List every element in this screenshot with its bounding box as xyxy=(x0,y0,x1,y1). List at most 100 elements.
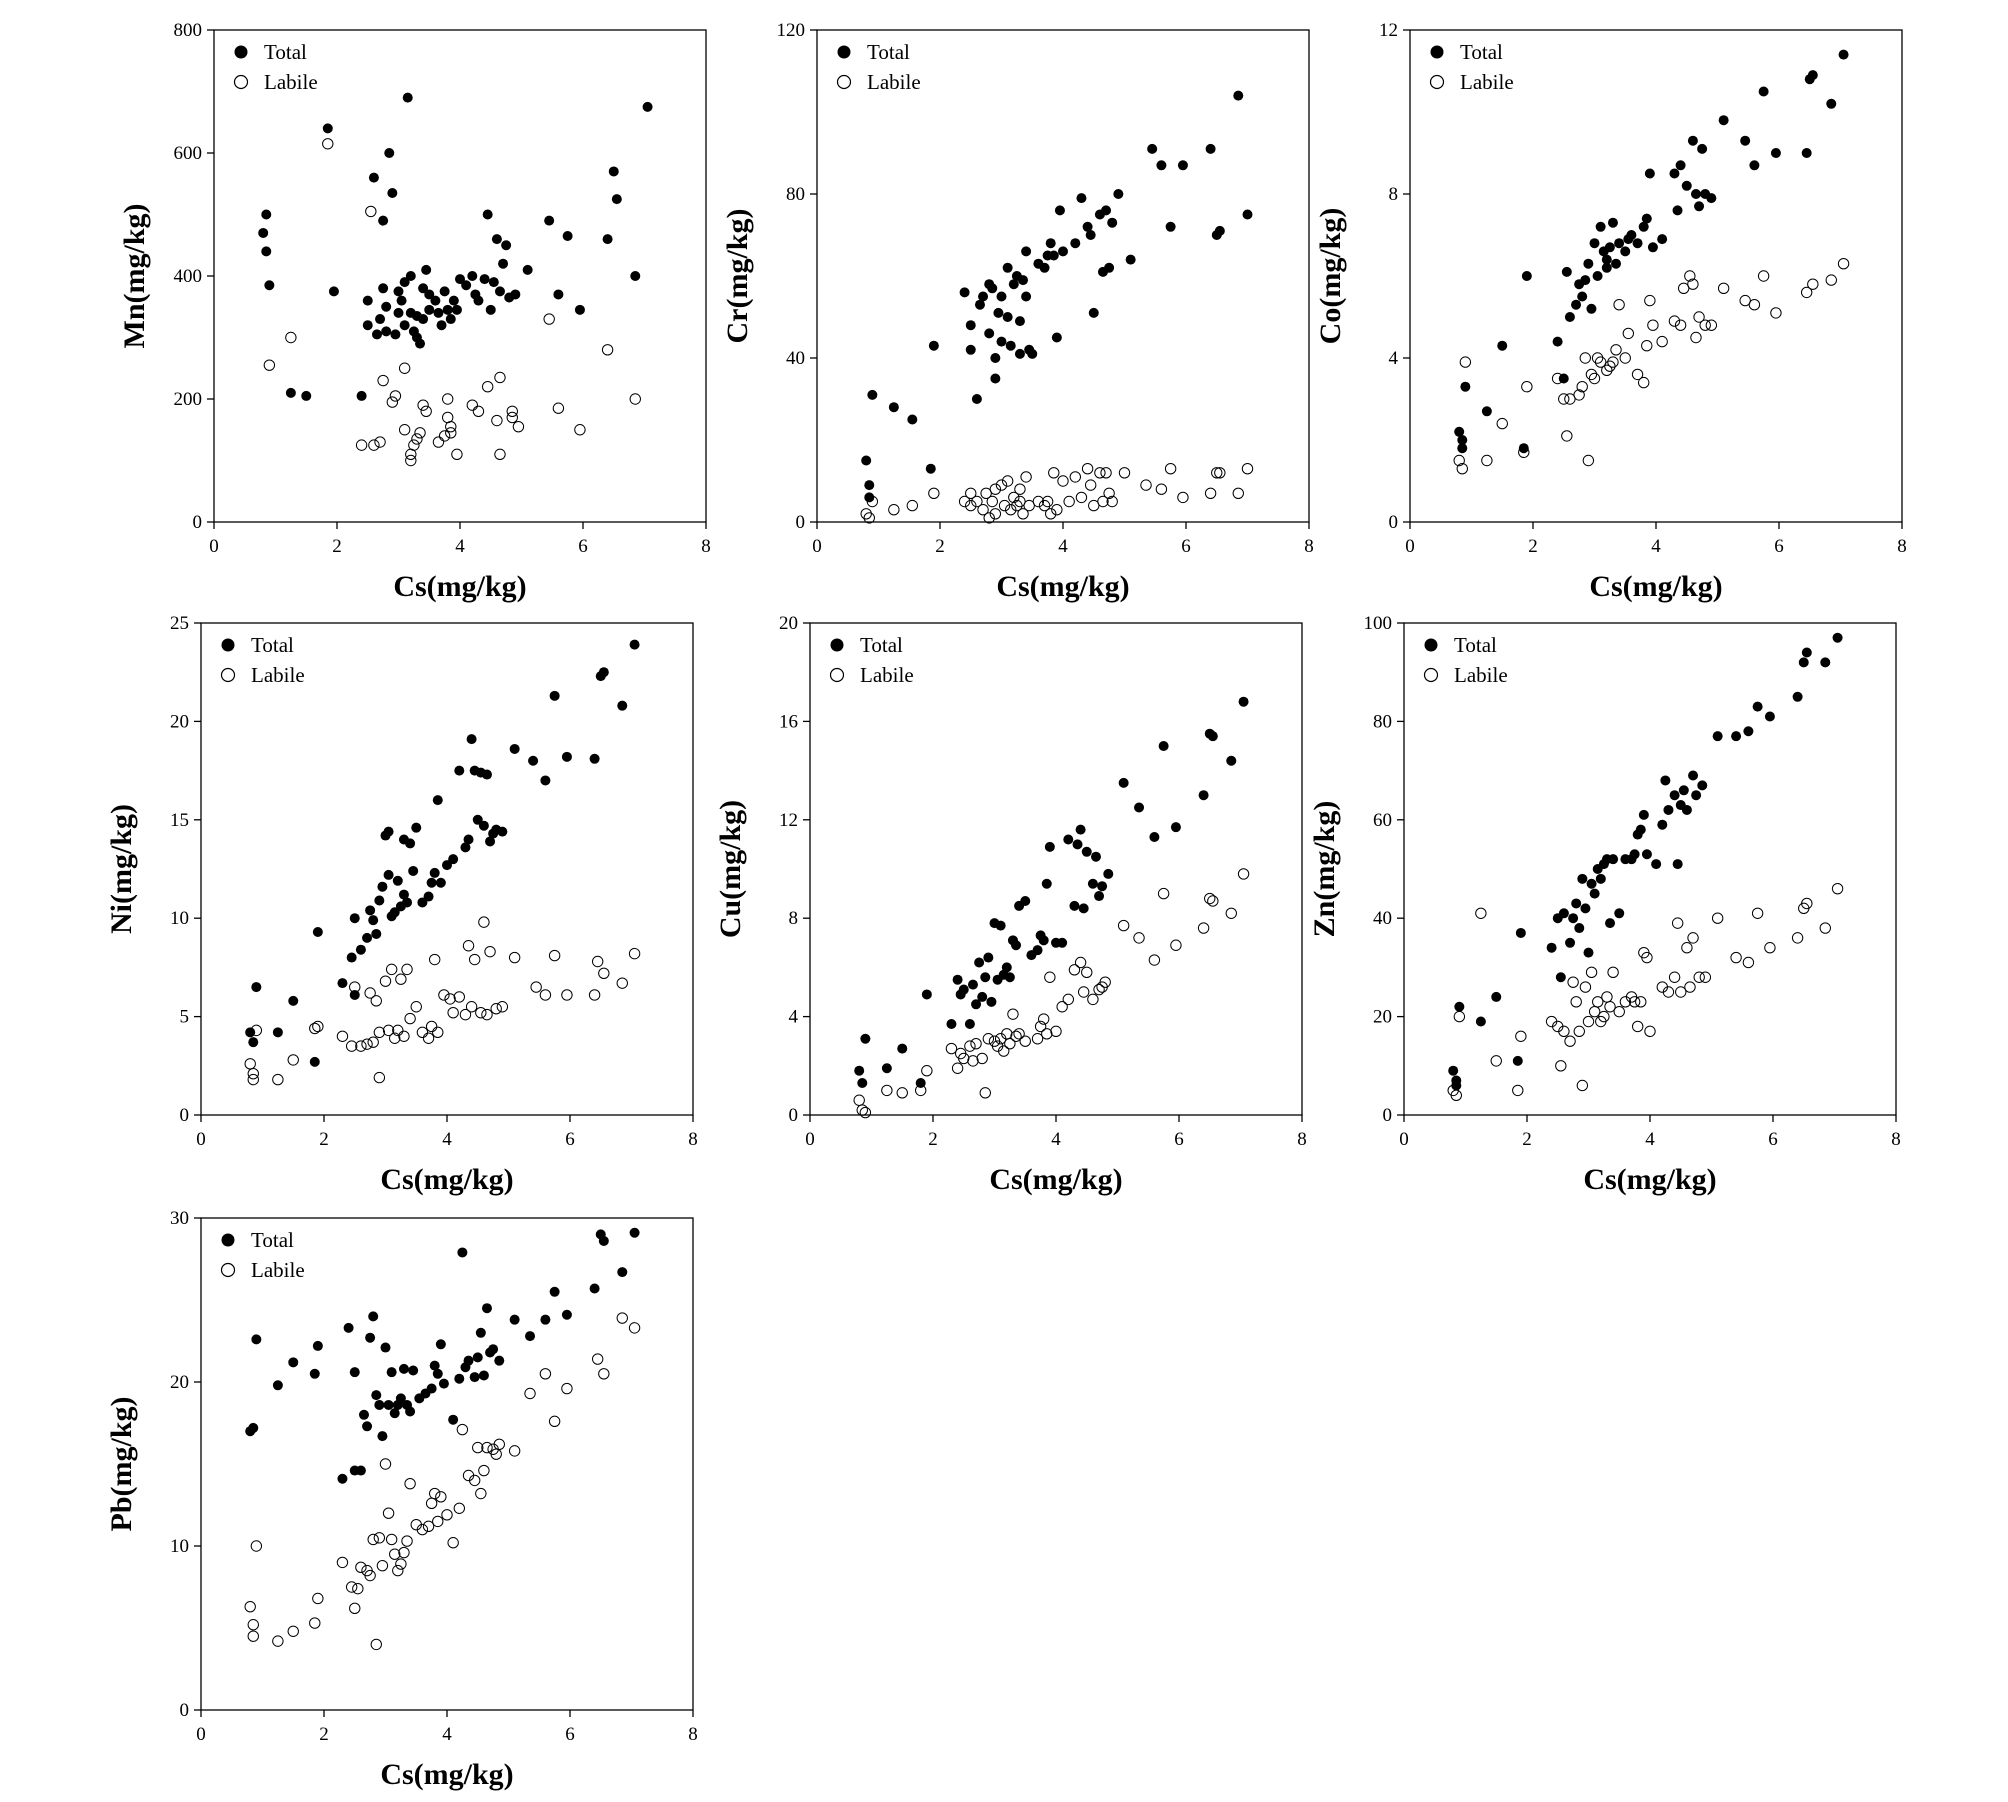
total-point xyxy=(1044,841,1055,852)
total-point xyxy=(408,865,419,876)
labile-point xyxy=(441,1509,453,1521)
labile-point xyxy=(336,1556,349,1569)
total-point xyxy=(959,287,970,298)
total-point xyxy=(1177,160,1188,171)
total-point xyxy=(481,1303,492,1314)
total-point xyxy=(1580,903,1591,914)
labile-point xyxy=(416,1026,429,1039)
total-point xyxy=(1457,443,1468,454)
total-point xyxy=(574,304,585,315)
y-tick-label: 8 xyxy=(789,908,799,929)
x-axis-title: Cs(mg/kg) xyxy=(380,1758,513,1791)
labile-point xyxy=(1558,1025,1570,1038)
total-point xyxy=(381,326,392,337)
total-point xyxy=(1045,238,1056,249)
labile-point xyxy=(272,1635,284,1647)
labile-point xyxy=(312,1020,324,1033)
labile-point xyxy=(312,1592,324,1605)
legend-marker-total xyxy=(837,45,851,59)
labile-point xyxy=(1011,499,1023,512)
total-point xyxy=(1001,962,1012,973)
labile-point xyxy=(1579,352,1591,364)
total-point xyxy=(362,932,373,943)
total-point xyxy=(1521,271,1532,281)
labile-point xyxy=(1770,307,1782,319)
labile-point xyxy=(1837,258,1850,270)
labile-point xyxy=(598,1368,610,1380)
legend-label-labile: Labile xyxy=(251,1258,305,1282)
labile-point xyxy=(1197,922,1210,934)
x-tick-label: 8 xyxy=(688,1724,698,1745)
total-point xyxy=(1706,193,1717,204)
total-point xyxy=(509,1314,520,1325)
labile-point xyxy=(1068,964,1081,976)
total-point xyxy=(629,1227,640,1238)
labile-point xyxy=(1032,495,1045,508)
total-point xyxy=(1147,143,1158,154)
total-point xyxy=(1097,881,1108,892)
labile-point xyxy=(447,1006,459,1019)
x-tick-label: 0 xyxy=(196,1724,206,1745)
total-point xyxy=(377,1431,388,1442)
labile-point xyxy=(1585,966,1598,979)
labile-point xyxy=(365,205,377,218)
total-point xyxy=(1608,854,1619,865)
plot-frame xyxy=(1403,622,1897,1116)
total-point xyxy=(1807,70,1818,81)
total-point xyxy=(1660,775,1671,786)
total-point xyxy=(435,877,446,888)
labile-point xyxy=(1613,299,1625,311)
y-axis-title: Cu(mg/kg) xyxy=(714,800,747,938)
labile-point xyxy=(408,439,420,451)
total-point xyxy=(544,215,555,226)
labile-point xyxy=(1077,986,1090,998)
total-point xyxy=(1620,246,1631,257)
x-tick-label: 0 xyxy=(209,536,219,557)
legend-label-total: Total xyxy=(251,1228,294,1252)
total-point xyxy=(617,700,628,711)
total-point xyxy=(485,836,496,847)
panel-co: 0 2 4 6 8 0 4 8 12 Cs(mg/kg) Co(mg/kg) Total Labile xyxy=(1314,20,1907,603)
total-point xyxy=(561,751,572,762)
total-point xyxy=(881,1063,892,1074)
labile-point xyxy=(1604,360,1616,372)
labile-point xyxy=(1204,487,1217,499)
labile-point xyxy=(385,963,398,976)
labile-point xyxy=(1450,1089,1462,1102)
total-point xyxy=(349,1367,360,1378)
labile-point xyxy=(1742,956,1755,969)
total-point xyxy=(964,1018,975,1029)
total-point xyxy=(993,307,1004,318)
total-point xyxy=(1672,859,1683,870)
total-point xyxy=(1589,238,1600,249)
labile-point xyxy=(1155,483,1168,495)
labile-point xyxy=(574,424,586,436)
total-point xyxy=(1546,942,1557,953)
total-point xyxy=(1697,780,1708,791)
labile-point xyxy=(398,1546,410,1559)
total-point xyxy=(608,166,619,177)
labile-point xyxy=(995,479,1008,491)
total-point xyxy=(362,295,373,306)
total-point xyxy=(1641,213,1652,224)
labile-point xyxy=(853,1094,865,1106)
y-tick-label: 40 xyxy=(786,348,805,369)
labile-point xyxy=(374,436,386,448)
total-point xyxy=(424,304,435,315)
total-point xyxy=(442,304,453,315)
labile-point xyxy=(1801,897,1813,910)
total-point xyxy=(921,989,932,1000)
labile-point xyxy=(1570,996,1582,1008)
total-point xyxy=(337,978,348,989)
labile-point xyxy=(1647,319,1659,331)
labile-point xyxy=(598,967,610,980)
labile-point xyxy=(392,1564,404,1577)
total-point xyxy=(611,194,622,205)
total-point xyxy=(642,101,653,112)
y-tick-label: 20 xyxy=(1373,1007,1392,1028)
x-axis-title: Cs(mg/kg) xyxy=(393,570,526,603)
labile-point xyxy=(287,1054,299,1066)
labile-point xyxy=(438,430,451,442)
labile-point xyxy=(1641,340,1653,352)
labile-point xyxy=(965,487,977,499)
